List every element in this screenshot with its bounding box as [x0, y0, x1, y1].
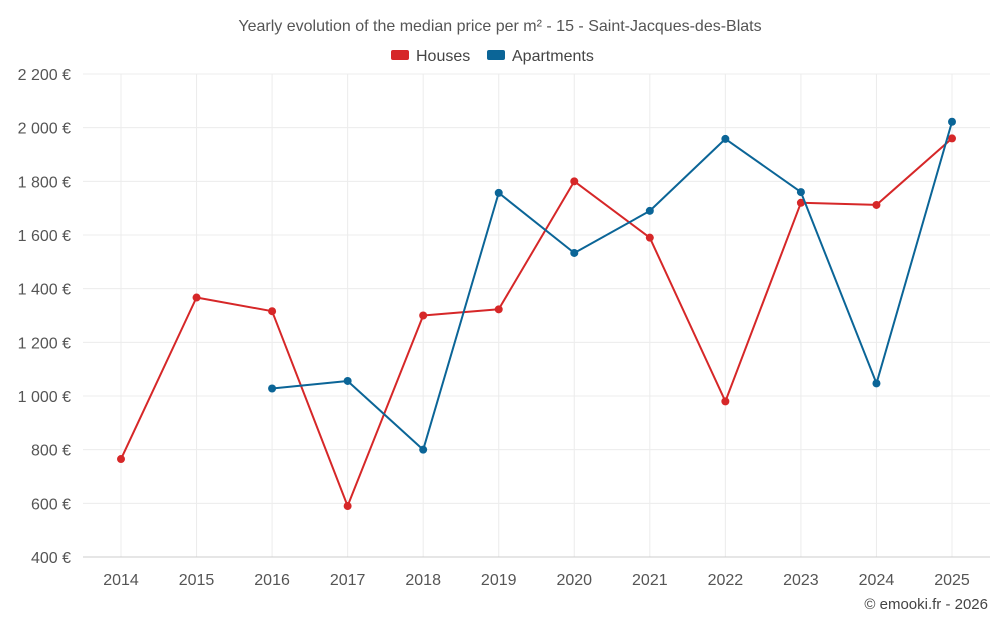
- data-point-houses[interactable]: [419, 311, 428, 320]
- data-point-apartments[interactable]: [721, 134, 730, 143]
- data-point-apartments[interactable]: [494, 188, 503, 197]
- y-tick-label: 800 €: [31, 443, 71, 460]
- x-axis-ticks: 2014 2015 2016 2017 2018 2019 2020 2021 2022 2023…: [103, 572, 970, 589]
- legend-label-apartments: Apartments: [512, 48, 594, 65]
- grid: [83, 73, 990, 558]
- legend: Houses Apartments: [391, 48, 594, 65]
- data-point-apartments[interactable]: [343, 376, 352, 385]
- chart-title: Yearly evolution of the median price per…: [238, 18, 761, 35]
- x-tick-label: 2018: [405, 572, 441, 589]
- legend-swatch-apartments: [487, 50, 505, 60]
- series-line-apartments: [272, 121, 953, 451]
- x-tick-label: 2020: [556, 572, 592, 589]
- data-point-houses[interactable]: [268, 307, 277, 316]
- data-point-houses[interactable]: [117, 455, 125, 464]
- y-tick-label: 400 €: [31, 550, 71, 567]
- y-tick-label: 1 400 €: [18, 282, 71, 299]
- series-line-houses: [120, 137, 953, 507]
- data-point-houses[interactable]: [192, 293, 201, 302]
- x-tick-label: 2016: [254, 572, 290, 589]
- y-tick-label: 2 200 €: [18, 67, 71, 84]
- legend-item-houses[interactable]: Houses: [391, 48, 470, 65]
- x-tick-label: 2023: [783, 572, 819, 589]
- x-tick-label: 2019: [481, 572, 517, 589]
- x-tick-label: 2015: [179, 572, 215, 589]
- y-tick-label: 2 000 €: [18, 121, 71, 138]
- x-tick-label: 2017: [330, 572, 366, 589]
- series-houses: [117, 134, 956, 511]
- data-point-houses[interactable]: [570, 177, 579, 186]
- data-point-houses[interactable]: [343, 502, 352, 511]
- y-tick-label: 1 800 €: [18, 174, 71, 191]
- x-tick-label: 2025: [934, 572, 970, 589]
- data-point-apartments[interactable]: [948, 117, 956, 126]
- legend-swatch-houses: [391, 50, 409, 60]
- y-axis-ticks: 400 € 600 € 800 € 1 000 € 1 200 € 1 400 € 1 60…: [18, 67, 71, 567]
- x-tick-label: 2024: [859, 572, 895, 589]
- data-point-apartments[interactable]: [419, 445, 428, 454]
- data-point-houses[interactable]: [721, 397, 730, 406]
- credit-text: © emooki.fr - 2026: [864, 596, 988, 613]
- y-tick-label: 1 600 €: [18, 228, 71, 245]
- x-tick-label: 2022: [708, 572, 744, 589]
- data-point-houses[interactable]: [796, 198, 805, 207]
- data-point-apartments[interactable]: [645, 206, 654, 215]
- series-apartments: [268, 117, 956, 454]
- data-point-houses[interactable]: [948, 134, 956, 143]
- x-tick-label: 2014: [103, 572, 139, 589]
- series-group: [117, 117, 956, 511]
- data-point-houses[interactable]: [494, 305, 503, 314]
- y-tick-label: 1 200 €: [18, 335, 71, 352]
- data-point-apartments[interactable]: [872, 379, 881, 388]
- data-point-apartments[interactable]: [796, 188, 805, 197]
- data-point-apartments[interactable]: [570, 248, 579, 257]
- y-tick-label: 600 €: [31, 496, 71, 513]
- legend-item-apartments[interactable]: Apartments: [487, 48, 594, 65]
- x-tick-label: 2021: [632, 572, 668, 589]
- data-point-houses[interactable]: [872, 200, 881, 209]
- legend-label-houses: Houses: [416, 48, 470, 65]
- data-point-houses[interactable]: [645, 233, 654, 242]
- y-tick-label: 1 000 €: [18, 389, 71, 406]
- data-point-apartments[interactable]: [268, 384, 277, 393]
